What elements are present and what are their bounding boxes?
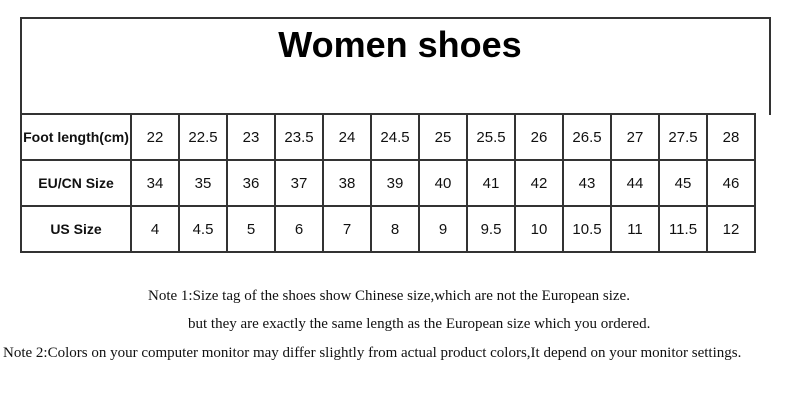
table-cell: 8 [370, 205, 420, 253]
table-cell: 43 [562, 159, 612, 207]
table-cell: 42 [514, 159, 564, 207]
table-cell: 23 [226, 113, 276, 161]
table-cell: 35 [178, 159, 228, 207]
table-cell: 41 [466, 159, 516, 207]
table-cell: 24.5 [370, 113, 420, 161]
table-cell: 45 [658, 159, 708, 207]
table-cell: 9.5 [466, 205, 516, 253]
size-chart-table: Foot length(cm) 22 22.5 23 23.5 24 24.5 25 25.5 2… [20, 113, 756, 253]
table-cell: 40 [418, 159, 468, 207]
table-cell: 37 [274, 159, 324, 207]
table-cell: 26.5 [562, 113, 612, 161]
table-cell: 24 [322, 113, 372, 161]
table-cell: 11.5 [658, 205, 708, 253]
title-box [20, 17, 771, 115]
table-cell: 25 [418, 113, 468, 161]
table-cell: 23.5 [274, 113, 324, 161]
table-cell: 36 [226, 159, 276, 207]
note-2: Note 2:Colors on your computer monitor m… [3, 345, 742, 361]
row-header: Foot length(cm) [20, 113, 132, 161]
table-cell: 38 [322, 159, 372, 207]
table-cell: 7 [322, 205, 372, 253]
table-cell: 4.5 [178, 205, 228, 253]
table-cell: 25.5 [466, 113, 516, 161]
table-cell: 10 [514, 205, 564, 253]
note-1-continued: but they are exactly the same length as … [188, 316, 651, 332]
table-cell: 10.5 [562, 205, 612, 253]
table-cell: 28 [706, 113, 756, 161]
table-cell: 5 [226, 205, 276, 253]
table-cell: 27 [610, 113, 660, 161]
row-header: EU/CN Size [20, 159, 132, 207]
table-cell: 9 [418, 205, 468, 253]
table-cell: 22.5 [178, 113, 228, 161]
table-row: US Size 4 4.5 5 6 7 8 9 9.5 10 10.5 11 11.5 12 [20, 205, 756, 253]
table-cell: 44 [610, 159, 660, 207]
table-cell: 22 [130, 113, 180, 161]
table-cell: 11 [610, 205, 660, 253]
table-row: EU/CN Size 34 35 36 37 38 39 40 41 42 43 44 45 46 [20, 159, 756, 207]
table-row: Foot length(cm) 22 22.5 23 23.5 24 24.5 25 25.5 2… [20, 113, 756, 161]
note-1: Note 1:Size tag of the shoes show Chines… [148, 288, 630, 304]
table-cell: 34 [130, 159, 180, 207]
table-cell: 6 [274, 205, 324, 253]
table-cell: 26 [514, 113, 564, 161]
table-cell: 12 [706, 205, 756, 253]
table-cell: 39 [370, 159, 420, 207]
row-header: US Size [20, 205, 132, 253]
page-title: Women shoes [278, 24, 522, 65]
table-cell: 27.5 [658, 113, 708, 161]
table-cell: 4 [130, 205, 180, 253]
table-cell: 46 [706, 159, 756, 207]
